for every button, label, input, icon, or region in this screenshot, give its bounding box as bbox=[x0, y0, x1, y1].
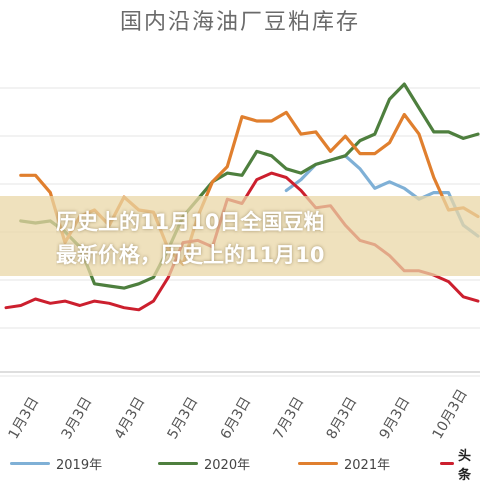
legend-item-2019: 2019年 bbox=[10, 452, 102, 474]
legend-swatch-2021 bbox=[298, 461, 338, 465]
headline-line-2: 最新价格，历史上的11月10 bbox=[56, 243, 325, 267]
x-tick-label: 10月3日 bbox=[430, 387, 471, 442]
legend-item-2021: 2021年 bbox=[298, 452, 390, 474]
headline-banner: 历史上的11月10日全国豆粕 最新价格，历史上的11月10 bbox=[0, 196, 480, 276]
legend-label-2019: 2019年 bbox=[56, 457, 103, 473]
headline-line-1: 历史上的11月10日全国豆粕 bbox=[56, 210, 325, 234]
chart-title: 国内沿海油厂豆粕库存 bbox=[119, 10, 360, 35]
x-tick-label: 5月3日 bbox=[165, 394, 202, 442]
x-tick-label: 8月3日 bbox=[324, 394, 361, 442]
legend-item-2020: 2020年 bbox=[158, 452, 250, 474]
headline-text: 历史上的11月10日全国豆粕 最新价格，历史上的11月10 bbox=[56, 206, 436, 272]
watermark-logo: 头条 bbox=[458, 449, 472, 483]
x-tick-label: 7月3日 bbox=[271, 394, 308, 442]
legend-label-2021: 2021年 bbox=[344, 457, 391, 473]
legend-item-current bbox=[440, 452, 460, 474]
x-tick-label: 1月3日 bbox=[6, 394, 43, 442]
legend-label-2020: 2020年 bbox=[204, 457, 251, 473]
x-tick-label: 6月3日 bbox=[218, 394, 255, 442]
x-tick-labels: 1月3日3月3日4月3日5月3日6月3日7月3日8月3日9月3日10月3日11月… bbox=[6, 387, 471, 442]
legend-swatch-2020 bbox=[158, 461, 198, 465]
series-line-2020年 bbox=[19, 82, 480, 290]
x-tick-label: 3月3日 bbox=[59, 394, 96, 442]
legend-swatch-current bbox=[440, 461, 454, 465]
x-tick-label: 4月3日 bbox=[112, 394, 149, 442]
legend-swatch-2019 bbox=[10, 461, 50, 465]
x-tick-label: 9月3日 bbox=[377, 394, 414, 442]
